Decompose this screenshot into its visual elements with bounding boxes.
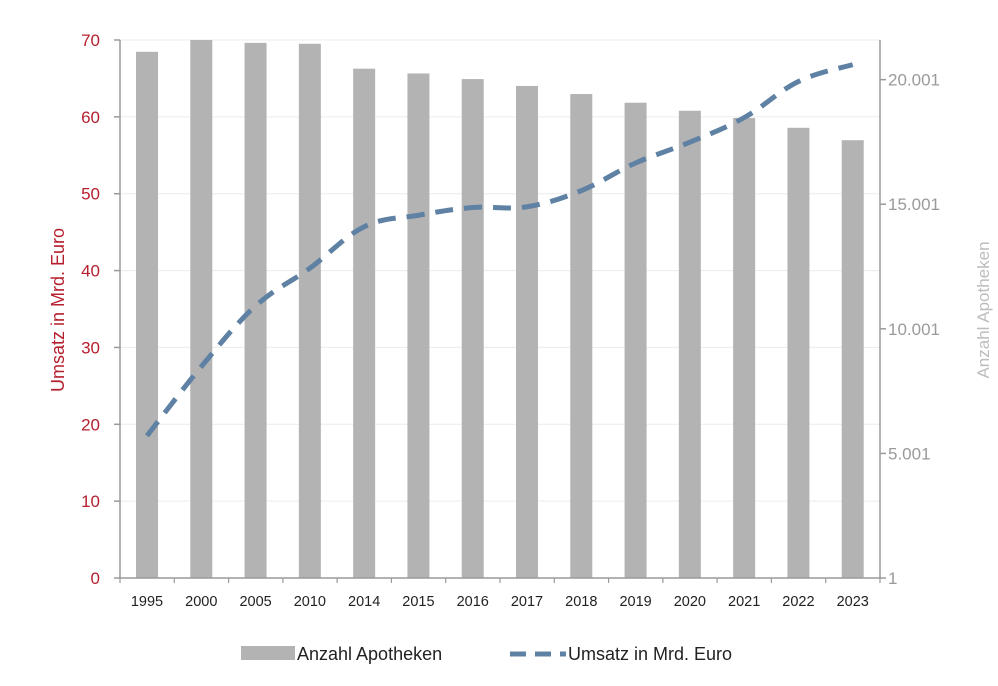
bar-2023 bbox=[841, 140, 864, 578]
legend: Anzahl Apotheken Umsatz in Mrd. Euro bbox=[241, 644, 732, 664]
left-axis-ticks: 0 10 20 30 40 50 60 70 bbox=[81, 31, 120, 588]
bar-2021 bbox=[733, 118, 756, 578]
x-tick-label: 2005 bbox=[239, 594, 271, 610]
bar-2019 bbox=[624, 102, 647, 578]
bar-2010 bbox=[298, 43, 321, 579]
bar-series-anzahl-apotheken bbox=[136, 40, 864, 579]
bar-2018 bbox=[570, 94, 593, 578]
line-series-umsatz bbox=[145, 62, 854, 438]
left-tick-label: 70 bbox=[81, 31, 100, 50]
right-axis-title: Anzahl Apotheken bbox=[974, 241, 993, 378]
left-tick-label: 60 bbox=[81, 108, 100, 127]
bar-2014 bbox=[353, 68, 376, 579]
gridlines bbox=[120, 39, 880, 502]
x-tick-label: 2015 bbox=[402, 594, 434, 610]
left-tick-label: 50 bbox=[81, 185, 100, 204]
left-tick-label: 20 bbox=[81, 415, 100, 434]
bar-2017 bbox=[516, 85, 538, 579]
legend-swatch-anzahl-apotheken bbox=[241, 646, 295, 660]
left-tick-label: 40 bbox=[81, 262, 100, 281]
x-tick-label: 2022 bbox=[782, 594, 814, 610]
x-tick-label: 2021 bbox=[728, 594, 760, 610]
x-tick-label: 2023 bbox=[837, 594, 869, 610]
x-tick-label: 2020 bbox=[674, 594, 706, 610]
left-tick-label: 0 bbox=[91, 569, 100, 588]
right-tick-label: 5.001 bbox=[888, 444, 931, 463]
x-tick-label: 2018 bbox=[565, 594, 597, 610]
bar-2015 bbox=[407, 73, 430, 578]
legend-label-umsatz: Umsatz in Mrd. Euro bbox=[568, 644, 732, 664]
right-tick-label: 10.001 bbox=[888, 320, 940, 339]
x-tick-label: 1995 bbox=[131, 594, 163, 610]
x-tick-label: 2014 bbox=[348, 594, 380, 610]
bar-2020 bbox=[678, 110, 701, 578]
left-tick-label: 30 bbox=[81, 338, 100, 357]
left-axis-title: Umsatz in Mrd. Euro bbox=[48, 228, 68, 392]
x-tick-label: 2016 bbox=[457, 594, 489, 610]
x-axis-ticks: 1995 2000 2005 2010 2014 2015 2016 2017 2018 2019… bbox=[119, 578, 881, 610]
bar-2022 bbox=[787, 127, 810, 578]
x-tick-label: 2000 bbox=[185, 594, 217, 610]
axes bbox=[119, 40, 881, 579]
line-umsatz bbox=[145, 62, 854, 438]
bar-2016 bbox=[461, 79, 484, 579]
x-tick-label: 2010 bbox=[294, 594, 326, 610]
bar-2005 bbox=[244, 42, 267, 579]
bar-1995 bbox=[136, 51, 158, 578]
right-tick-label: 1 bbox=[888, 569, 897, 588]
right-tick-label: 20.001 bbox=[888, 71, 940, 90]
bar-2000 bbox=[190, 40, 213, 578]
legend-label-anzahl-apotheken: Anzahl Apotheken bbox=[297, 644, 442, 664]
left-tick-label: 10 bbox=[81, 492, 100, 511]
x-tick-label: 2017 bbox=[511, 594, 543, 610]
x-tick-label: 2019 bbox=[619, 594, 651, 610]
right-tick-label: 15.001 bbox=[888, 195, 940, 214]
